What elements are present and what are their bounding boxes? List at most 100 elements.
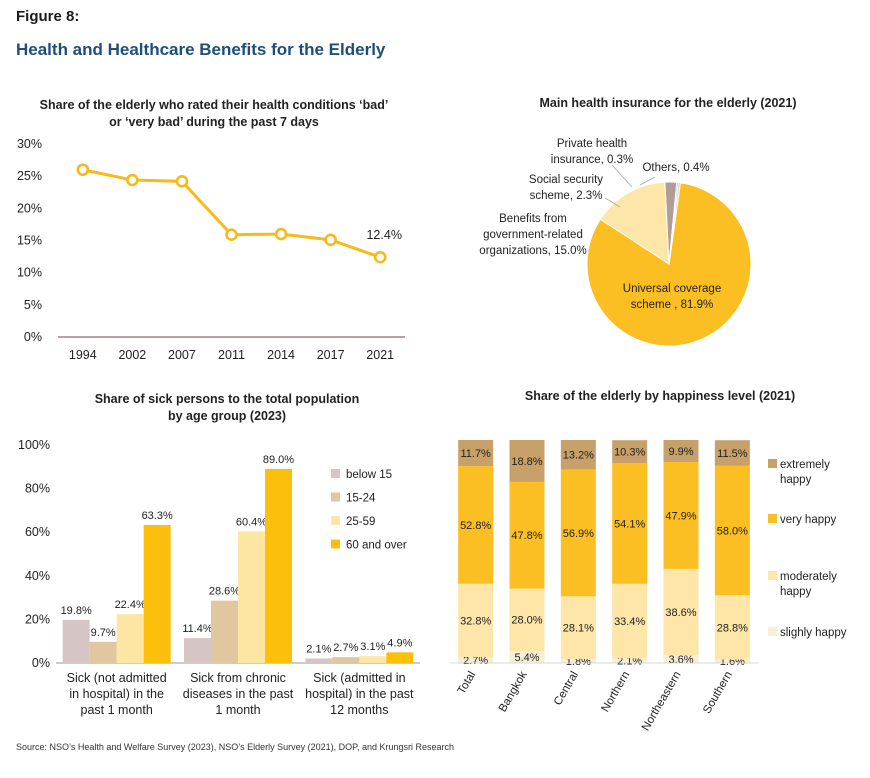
stacked-data-label: 11.7% (460, 448, 491, 460)
line-x-tick-label: 2017 (317, 348, 345, 362)
stacked-segment-moderately_happy (663, 568, 699, 655)
stacked-data-label: 2.1% (617, 656, 642, 668)
stacked-segment-moderately_happy (458, 583, 494, 657)
bar-chart-title-line-1: Share of sick persons to the total popul… (95, 392, 360, 406)
stacked-legend-label-slightly_happy: slighly happy (780, 627, 847, 639)
pie-leader-social (604, 197, 621, 208)
stacked-segment-extremely_happy (458, 440, 494, 467)
bar-category-label-line-1: Sick from chronic (190, 671, 286, 685)
bar-below15 (184, 638, 211, 663)
stacked-data-label: 33.4% (614, 616, 645, 628)
bar-chart-title-line-2: by age group (2023) (168, 409, 286, 423)
bar-category-label-line-3: 1 month (215, 703, 260, 717)
bar-data-label: 11.4% (182, 623, 213, 635)
line-y-tick-label: 5% (24, 298, 42, 312)
bar-legend-swatch-age60over (331, 539, 340, 549)
stacked-segment-slightly_happy (458, 656, 494, 663)
line-point (274, 227, 288, 241)
stacked-segment-extremely_happy (612, 440, 648, 464)
bar-legend-swatch-below15 (331, 469, 340, 478)
bar-age60over (265, 468, 292, 663)
stacked-data-label: 9.9% (668, 446, 693, 458)
bar-age25_59 (116, 614, 144, 663)
pie-label-universal-line-1: Universal coverage (623, 283, 721, 295)
line-point (225, 228, 238, 242)
stacked-data-label: 54.1% (614, 519, 645, 531)
bar-legend-label-age60over: 60 and over (346, 540, 407, 552)
stacked-segment-extremely_happy (663, 440, 699, 463)
stacked-data-label: 2.7% (463, 655, 488, 667)
bar-age15_24 (89, 641, 117, 663)
line-y-tick-label: 25% (17, 169, 42, 183)
stacked-segment-very_happy (458, 466, 494, 584)
bar-category-label-line-1: Sick (admitted in (313, 671, 405, 685)
stacked-segment-very_happy (663, 462, 699, 569)
bar-y-tick-label: 40% (25, 569, 50, 583)
line-chart-title-line-2: or ‘very bad’ during the past 7 days (109, 115, 319, 129)
stacked-segment-moderately_happy (560, 596, 596, 659)
bar-age25_59 (238, 531, 265, 663)
stacked-category-label: Northern (599, 670, 632, 715)
line-y-tick-label: 20% (17, 201, 42, 215)
pie-slice-benefits (599, 181, 670, 265)
stacked-data-label: 32.8% (460, 615, 491, 627)
bar-legend-label-below15: below 15 (346, 469, 392, 481)
stacked-data-label: 47.9% (665, 510, 696, 522)
line-y-tick-label: 30% (17, 137, 42, 151)
line-point (126, 173, 139, 187)
stacked-segment-slightly_happy (509, 650, 545, 663)
line-x-tick-label: 2002 (118, 348, 146, 362)
stacked-segment-extremely_happy (509, 440, 545, 482)
bar-age25_59 (359, 656, 387, 663)
line-y-tick-label: 0% (24, 330, 42, 344)
line-point (76, 163, 90, 177)
pie-label-private-line-1: Private health (557, 138, 627, 150)
stacked-segment-very_happy (612, 463, 648, 584)
stacked-data-label: 56.9% (563, 528, 594, 540)
stacked-data-label: 38.6% (665, 607, 696, 619)
pie-label-private-line-2: insurance, 0.3% (551, 154, 633, 166)
bar-data-label: 9.7% (91, 627, 116, 639)
stacked-legend-label-extremely_happy: extremely (780, 459, 830, 471)
pie-label-benefits-line-1: Benefits from (499, 213, 567, 225)
bar-data-label: 22.4% (115, 599, 146, 611)
bar-y-tick-label: 60% (25, 525, 50, 539)
line-x-tick-label: 1994 (69, 348, 97, 362)
stacked-category-label: Central (552, 670, 581, 708)
stacked-segment-slightly_happy (714, 659, 750, 663)
bar-data-label: 4.9% (387, 637, 412, 649)
stacked-segment-very_happy (714, 465, 750, 596)
bar-below15 (62, 619, 90, 663)
bar-data-label: 89.0% (263, 454, 294, 466)
bar-category-label-line-1: Sick (not admitted (67, 671, 167, 685)
bar-data-label: 2.7% (333, 642, 358, 654)
stacked-data-label: 28.8% (717, 622, 748, 634)
line-y-tick-label: 15% (17, 234, 42, 248)
line-point (373, 250, 387, 264)
pie-label-universal-line-2: scheme , 81.9% (631, 299, 713, 311)
bar-legend-swatch-age25_59 (331, 516, 340, 525)
stacked-data-label: 3.6% (668, 654, 693, 666)
bar-age15_24 (332, 657, 360, 663)
bar-category-label-line-3: past 1 month (81, 703, 153, 717)
pie-label-benefits-line-3: organizations, 15.0% (479, 245, 586, 257)
bar-data-label: 2.1% (306, 643, 331, 655)
stacked-category-label: Northeastern (640, 670, 684, 734)
pie-chart-title: Main health insurance for the elderly (2… (539, 96, 796, 110)
stacked-data-label: 52.8% (460, 520, 491, 532)
bar-category-label-line-2: in hospital) in the (69, 687, 164, 701)
pie-leader-private (611, 164, 633, 188)
line-x-tick-label: 2011 (218, 348, 245, 362)
line-point (175, 175, 189, 188)
stacked-legend-swatch-slightly_happy (768, 627, 777, 636)
pie-leader-others (639, 176, 656, 186)
bar-y-tick-label: 80% (25, 482, 50, 496)
bar-category-label-line-2: diseases in the past (183, 687, 294, 701)
pie-label-others-line-1: Others, 0.4% (642, 162, 709, 174)
stacked-legend-label-moderately_happy: happy (780, 586, 812, 598)
bar-data-label: 19.8% (61, 605, 92, 617)
stacked-segment-extremely_happy (714, 440, 750, 466)
bar-data-label: 28.6% (209, 586, 240, 598)
figure-title: Health and Healthcare Benefits for the E… (16, 40, 386, 59)
stacked-legend-label-very_happy: very happy (780, 514, 837, 526)
